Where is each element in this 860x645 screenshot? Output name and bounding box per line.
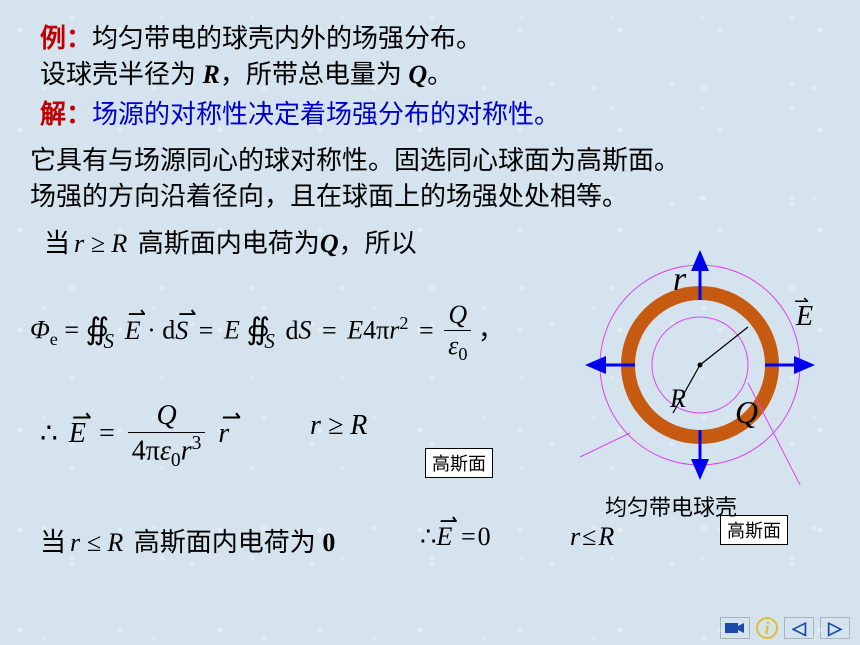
comma1: ，: [478, 316, 504, 345]
E2: E: [224, 316, 240, 345]
nav-info-button[interactable]: i: [756, 617, 778, 639]
shell-diagram: r R Q E ⇀: [570, 245, 830, 485]
vec-r: r: [218, 418, 229, 449]
line-6c: 高斯面内电荷为: [138, 229, 320, 258]
line-7c: 高斯面内电荷为: [134, 528, 323, 557]
frac2-r3: 3: [192, 433, 202, 454]
nav-prev-button[interactable]: ◁: [784, 617, 814, 639]
frac2-0: 0: [171, 450, 181, 471]
zero: 0: [478, 522, 491, 551]
line-2a: 设球壳半径为: [40, 60, 203, 89]
sub-e: e: [50, 329, 58, 349]
equation-flux: Φe = ∯ S E · dS = E ∯ S dS = E4πr2 = Q ε…: [30, 300, 504, 365]
le: ≤: [582, 522, 596, 551]
vec-E1: E: [125, 316, 141, 345]
therefore1: ∴: [40, 418, 58, 449]
nav-camera-button[interactable]: [720, 617, 750, 639]
4pi: 4π: [363, 316, 389, 345]
cond-r-ge-R: r ≥ R: [74, 229, 127, 258]
vec-E3: E: [437, 522, 453, 551]
label-r: r: [673, 261, 687, 298]
diagram-svg: r R Q E ⇀: [570, 245, 830, 485]
line-6a: 当: [44, 229, 70, 258]
label-Q: Q: [735, 394, 758, 430]
label-E-arrow: ⇀: [794, 291, 809, 311]
cond-r-le-R: r ≤ R: [70, 528, 123, 557]
eq5: =: [99, 418, 115, 449]
eq4: =: [419, 316, 434, 345]
sub-S1: S: [104, 329, 115, 354]
d1: d: [162, 316, 175, 345]
frac1-eps: ε: [448, 331, 458, 360]
vec-E2: E: [69, 418, 86, 449]
eq2: =: [199, 316, 214, 345]
frac1-num: Q: [444, 300, 471, 331]
var-Q: Q: [408, 60, 427, 89]
line-3: 解：场源的对称性决定着场强分布的对称性。: [40, 94, 560, 131]
label-R: R: [669, 384, 686, 413]
line-3b: 场源的对称性决定着场强分布的对称性。: [92, 100, 560, 129]
vec-S: S: [175, 316, 188, 345]
d2: d: [286, 316, 299, 345]
line-1-text: 均匀带电的球壳内外的场强分布。: [92, 24, 482, 53]
frac2-eps: ε: [160, 435, 171, 466]
nav-next-button[interactable]: ▷: [820, 617, 850, 639]
r2: r: [389, 316, 399, 345]
frac2-num: Q: [128, 400, 206, 433]
E3: E: [347, 316, 363, 345]
var-Q2: Q: [320, 229, 339, 258]
line-7a: 当: [40, 528, 66, 557]
eq6: =: [461, 522, 476, 551]
sym-phi: Φ: [30, 316, 50, 345]
line-4: 它具有与场源同心的球对称性。固选同心球面为高斯面。: [30, 140, 680, 177]
line-5: 场强的方向沿着径向，且在球面上的场强处处相等。: [30, 176, 628, 213]
sub-S2: S: [264, 329, 275, 354]
r-le: r: [570, 522, 580, 551]
sup2: 2: [399, 313, 408, 333]
var-R: R: [203, 60, 220, 89]
example-label: 例：: [40, 24, 92, 53]
nav-bar: i ◁ ▷: [720, 617, 850, 639]
radius-r-line: [700, 327, 748, 365]
line-2: 设球壳半径为 R，所带总电量为 Q。: [40, 54, 453, 91]
solution-label: 解：: [40, 100, 92, 129]
callout-gauss-1: 高斯面: [425, 448, 493, 478]
shell-caption: 均匀带电球壳: [605, 490, 737, 522]
R-le: R: [598, 522, 614, 551]
frac2-4pi: 4π: [132, 435, 160, 466]
line-6: 当r ≥ R 高斯面内电荷为Q，所以: [44, 223, 417, 260]
cond-r-ge-R-2: r ≥ R: [310, 410, 367, 442]
line-7: 当r ≤ R 高斯面内电荷为 0: [40, 522, 335, 559]
S2: S: [299, 316, 312, 345]
eq3: =: [322, 316, 337, 345]
therefore2: ∴: [420, 522, 437, 551]
eq1: =: [64, 316, 79, 345]
callout-line-1: [580, 433, 630, 457]
line-6e: ，所以: [339, 229, 417, 258]
equation-E-result: ∴ E = Q 4πε0r3 r: [40, 400, 229, 472]
equation-E-zero: ∴E =0: [420, 522, 491, 552]
frac2-r: r: [181, 435, 192, 466]
cond-r-le-R-2: r≤R: [570, 522, 614, 552]
line-2c: ，所带总电量为: [220, 60, 409, 89]
line-1: 例：均匀带电的球壳内外的场强分布。: [40, 18, 482, 55]
zero-charge: 0: [322, 528, 335, 557]
line-2e: 。: [427, 60, 453, 89]
frac1-0: 0: [458, 344, 467, 364]
dot: ·: [147, 316, 156, 345]
